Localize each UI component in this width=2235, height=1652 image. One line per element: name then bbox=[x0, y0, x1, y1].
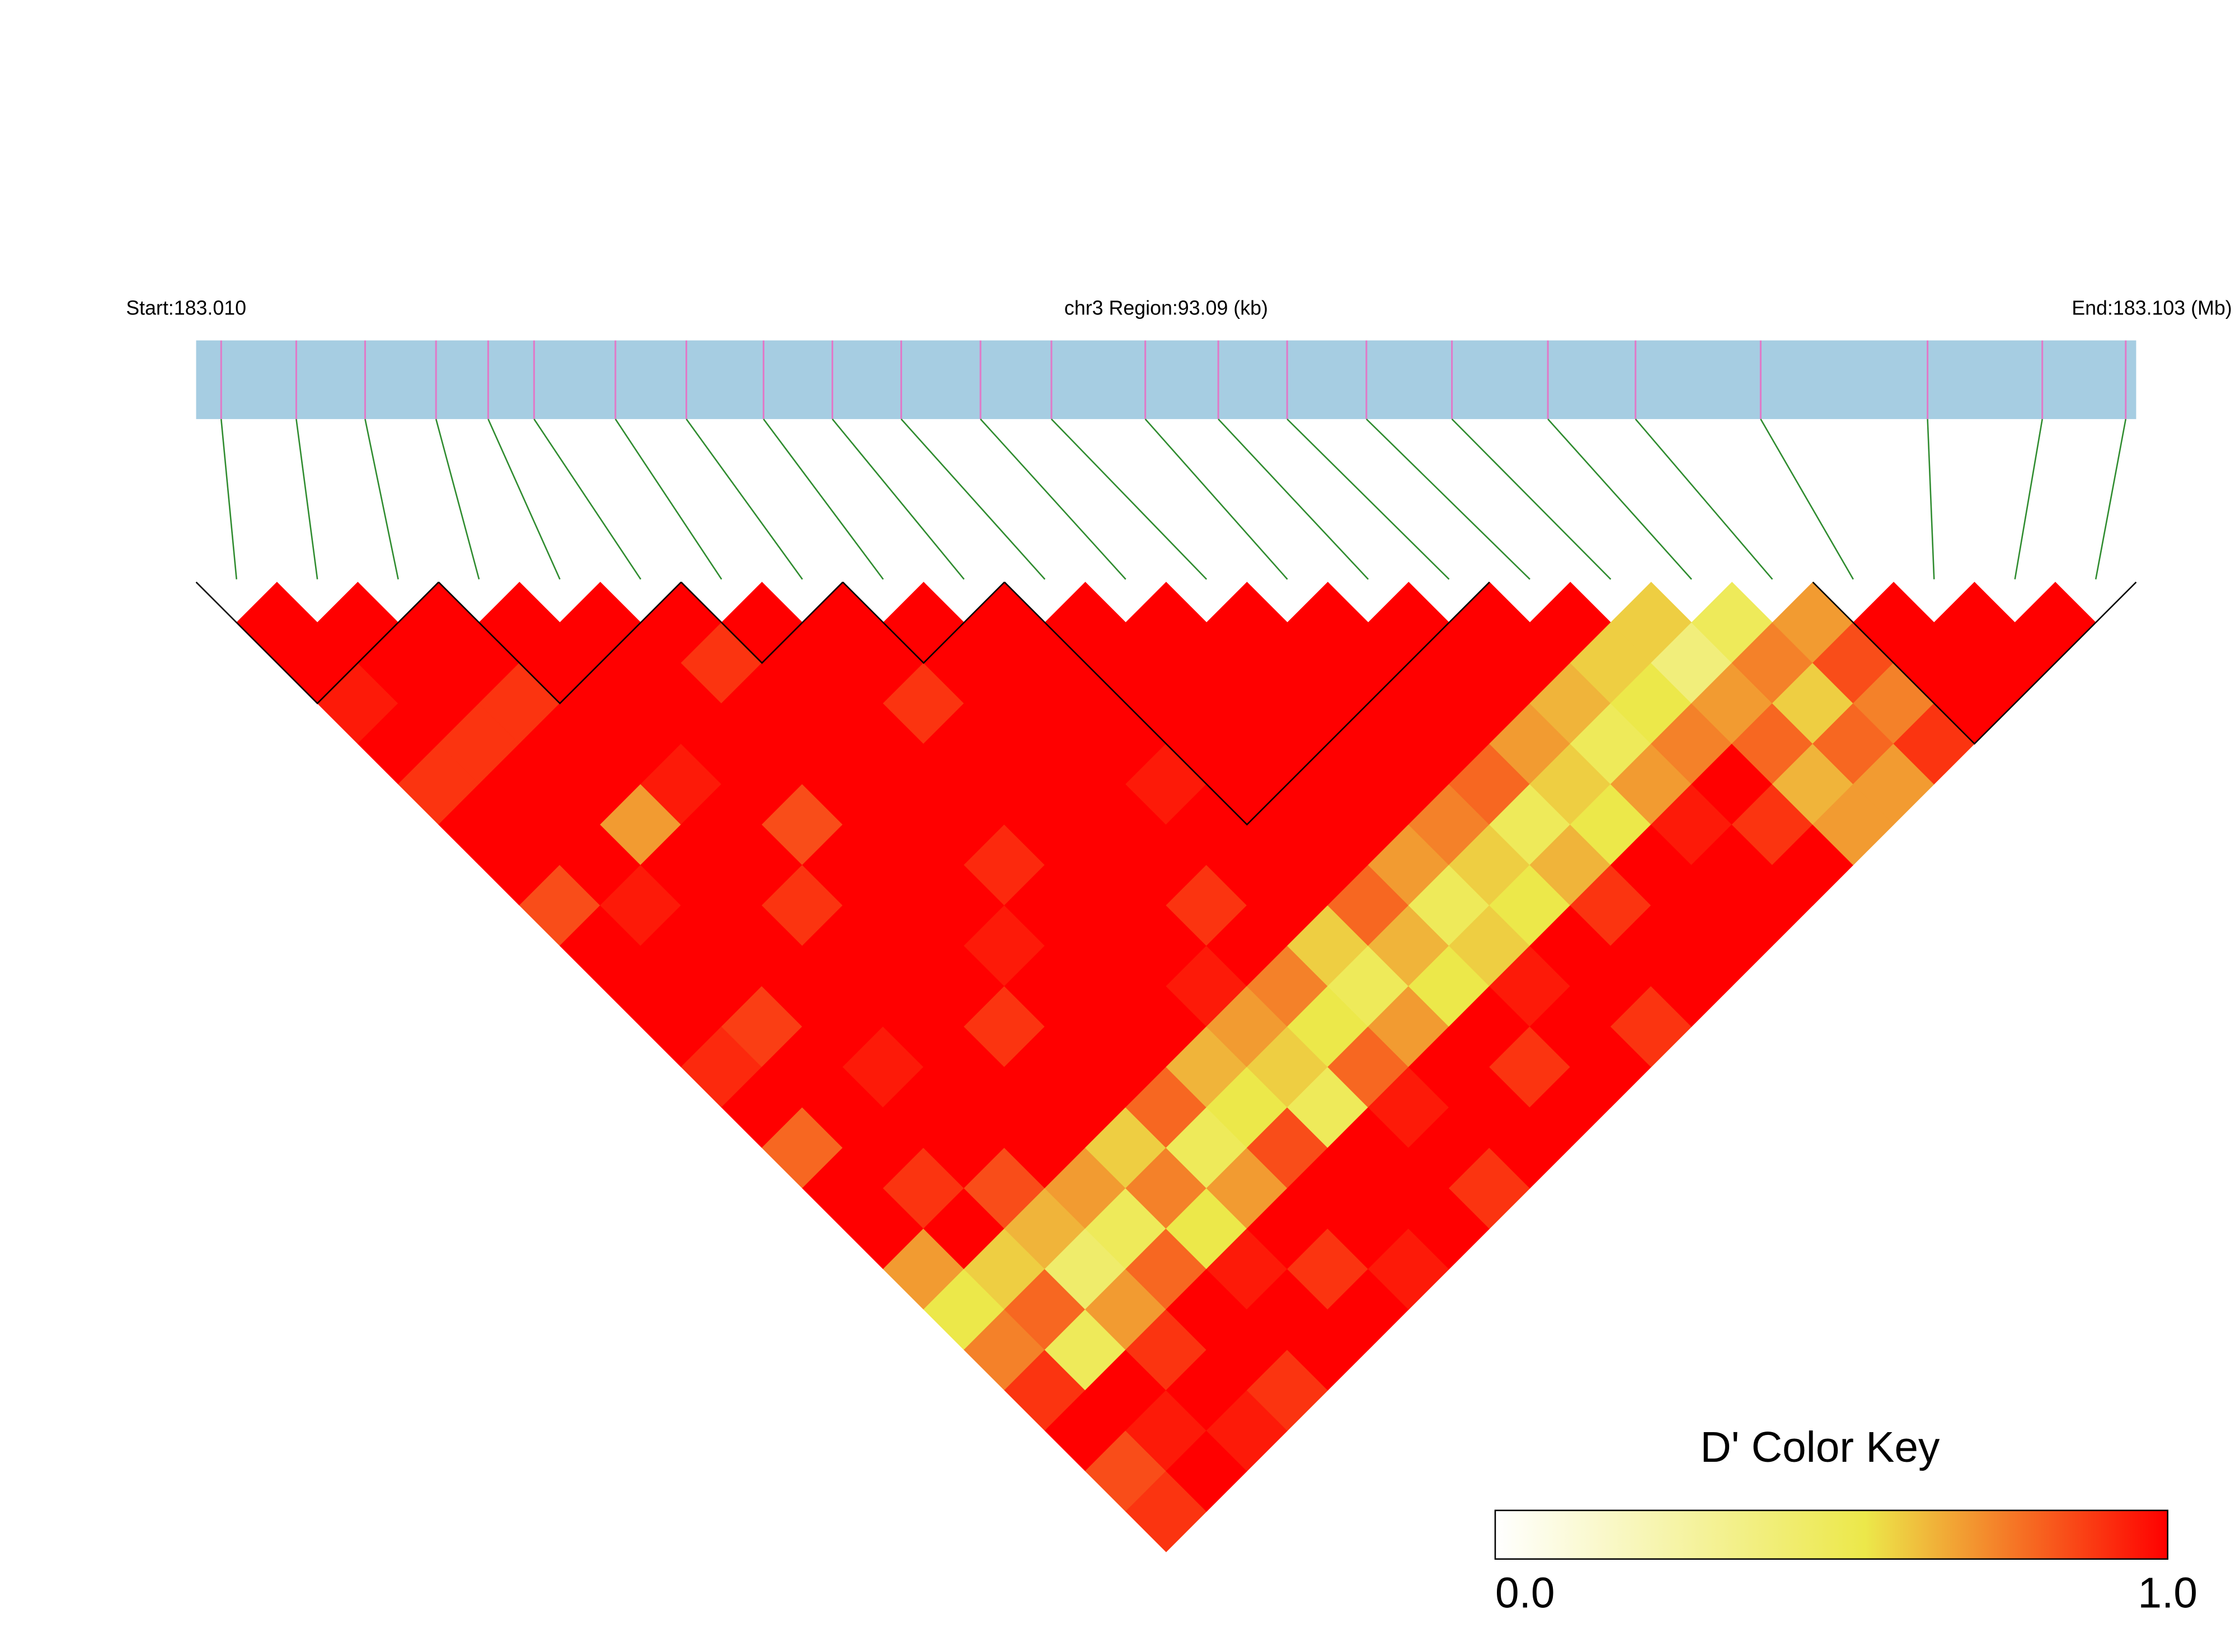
snp-link bbox=[763, 418, 884, 580]
snp-link bbox=[1144, 418, 1288, 580]
snp-link bbox=[1760, 418, 1854, 580]
key-tick-label: 0.0 bbox=[1495, 1570, 1555, 1617]
snp-link bbox=[832, 418, 965, 580]
key-title: D' Color Key bbox=[1700, 1424, 1940, 1471]
snp-link bbox=[533, 418, 642, 580]
snp-link bbox=[295, 418, 318, 580]
snp-link bbox=[1451, 418, 1612, 580]
snp-link bbox=[1286, 418, 1450, 580]
ld-block bbox=[1004, 581, 1490, 826]
snp-link bbox=[1050, 418, 1208, 580]
snp-link bbox=[220, 418, 237, 580]
snp-link bbox=[1365, 418, 1530, 580]
ld-block bbox=[438, 581, 682, 705]
snp-link bbox=[900, 418, 1046, 580]
end-label: End:183.103 (Mb) bbox=[2072, 296, 2232, 319]
snp-link bbox=[1635, 418, 1773, 580]
start-label: Start:183.010 bbox=[126, 296, 246, 319]
snp-link bbox=[2014, 418, 2043, 580]
snp-link bbox=[1218, 418, 1369, 580]
snp-link bbox=[435, 418, 480, 580]
key-tick-label: 1.0 bbox=[2138, 1570, 2198, 1617]
snp-link bbox=[1547, 418, 1692, 580]
position-bar bbox=[196, 340, 2137, 420]
ld-block bbox=[842, 581, 1005, 664]
ld-block bbox=[195, 581, 439, 705]
ld-block bbox=[680, 581, 844, 664]
color-key bbox=[1494, 1509, 2168, 1560]
snp-link bbox=[1927, 419, 1935, 580]
snp-link bbox=[2095, 418, 2126, 580]
region-label: chr3 Region:93.09 (kb) bbox=[1064, 296, 1268, 319]
ld-block bbox=[1812, 581, 2137, 745]
snp-link bbox=[487, 418, 561, 580]
snp-link bbox=[364, 418, 399, 580]
snp-link bbox=[980, 418, 1126, 580]
snp-link bbox=[685, 418, 803, 580]
snp-link bbox=[614, 418, 722, 580]
